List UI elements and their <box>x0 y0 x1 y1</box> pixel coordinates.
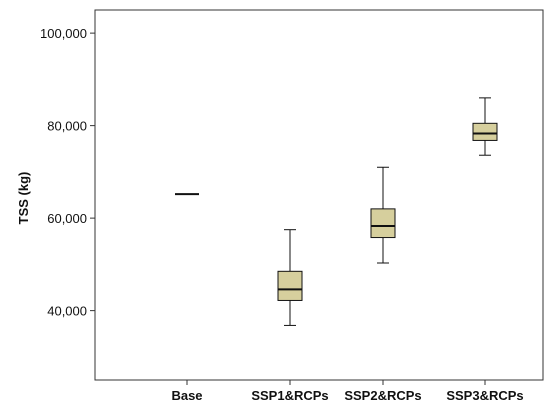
box-series <box>175 97 498 326</box>
x-axis: Base SSP1&RCPs SSP2&RCPs SSP3&RCPs <box>171 380 524 403</box>
x-tick-label: Base <box>171 388 202 403</box>
y-tick-label: 80,000 <box>47 119 87 134</box>
iqr-box <box>370 208 396 239</box>
x-tick-label: SSP1&RCPs <box>251 388 328 403</box>
box-ssp3-rcps <box>472 97 498 156</box>
y-tick-label: 40,000 <box>47 304 87 319</box>
y-axis-title: TSS (kg) <box>16 172 31 225</box>
iqr-box <box>277 270 303 301</box>
box-ssp2-rcps <box>370 166 396 264</box>
box-ssp1-rcps <box>277 229 303 326</box>
iqr-box <box>472 122 498 141</box>
x-tick-label: SSP2&RCPs <box>344 388 421 403</box>
y-tick-label: 60,000 <box>47 211 87 226</box>
plot-frame <box>94 9 544 381</box>
y-tick-label: 100,000 <box>40 26 87 41</box>
x-tick-label: SSP3&RCPs <box>446 388 523 403</box>
y-axis: 40,000 60,000 80,000 100,000 <box>40 26 95 319</box>
